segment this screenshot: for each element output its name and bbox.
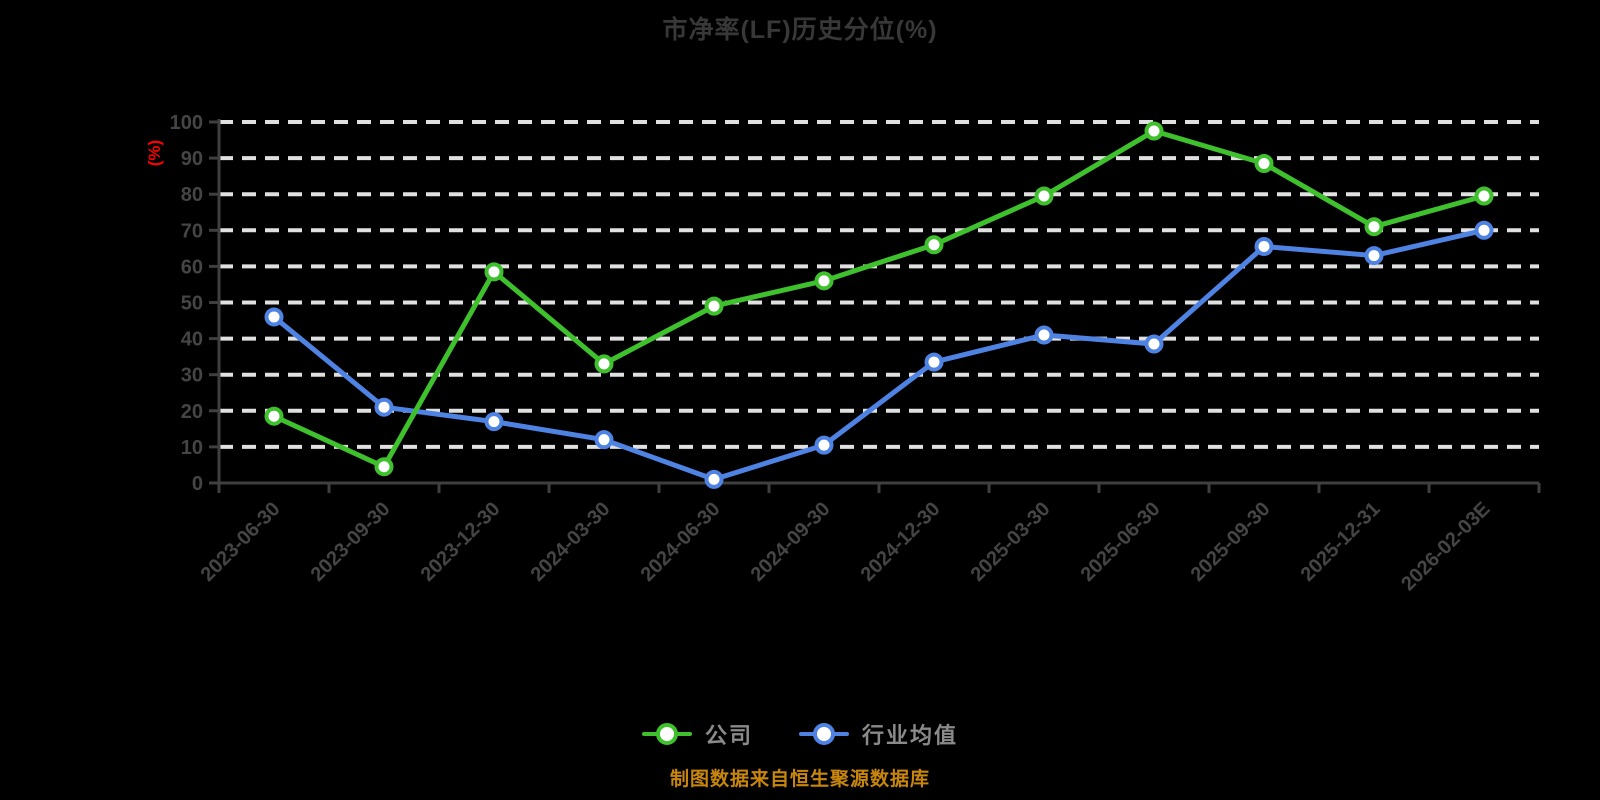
data-source-note: 制图数据来自恒生聚源数据库: [669, 769, 930, 790]
company-data-point-marker[interactable]: [1144, 121, 1164, 141]
y-axis-tick-label: 0: [192, 473, 203, 495]
x-axis-tick-label: 2025-09-30: [1187, 498, 1275, 586]
industry-data-point-marker[interactable]: [1364, 246, 1384, 266]
legend-label-company: 公司: [704, 723, 753, 748]
company-series-line: [271, 128, 1487, 470]
industry-data-point-marker[interactable]: [594, 430, 614, 450]
company-data-point-marker[interactable]: [484, 262, 504, 282]
company-data-point-marker[interactable]: [1034, 186, 1054, 206]
x-axis-tick-label: 2024-09-30: [747, 498, 835, 586]
x-axis-tick-label: 2025-12-31: [1297, 498, 1385, 586]
industry-series-line: [271, 227, 1487, 482]
industry-data-point-marker[interactable]: [704, 469, 724, 489]
company-series-marker-icon: [641, 722, 692, 746]
legend-item-company[interactable]: 公司: [641, 718, 753, 750]
y-axis-tick-label: 10: [181, 437, 203, 459]
y-axis-tick-label: 40: [181, 329, 203, 351]
x-axis-tick-label: 2023-09-30: [307, 498, 395, 586]
legend: 公司 行业均值: [0, 718, 1600, 750]
industry-data-point-marker[interactable]: [1034, 325, 1054, 345]
x-axis-tick-label: 2024-06-30: [637, 498, 725, 586]
x-axis-tick-label: 2025-06-30: [1077, 498, 1165, 586]
company-data-point-marker[interactable]: [264, 406, 284, 426]
x-axis-tick-label: 2023-06-30: [197, 498, 285, 586]
industry-data-point-marker[interactable]: [374, 397, 394, 417]
industry-data-point-marker[interactable]: [924, 352, 944, 372]
company-data-point-marker[interactable]: [1364, 217, 1384, 237]
x-axis-tick-label: 2023-12-30: [417, 498, 505, 586]
industry-data-point-marker[interactable]: [1474, 220, 1494, 240]
y-axis-tick-label: 30: [181, 365, 203, 387]
company-data-point-marker[interactable]: [1474, 186, 1494, 206]
industry-data-point-marker[interactable]: [264, 307, 284, 327]
company-data-point-marker[interactable]: [704, 296, 724, 316]
y-axis-tick-label: 100: [170, 112, 203, 134]
legend-label-industry-average: 行业均值: [862, 723, 959, 748]
industry-data-point-marker[interactable]: [484, 412, 504, 432]
company-data-point-marker[interactable]: [814, 271, 834, 291]
company-data-point-marker[interactable]: [924, 235, 944, 255]
chart-title: 市净率(LF)历史分位(%): [662, 16, 938, 44]
y-axis-tick-label: 80: [181, 184, 203, 206]
company-data-point-marker[interactable]: [1254, 154, 1274, 174]
y-axis-tick-label: 50: [181, 293, 203, 315]
x-axis-tick-label: 2024-12-30: [857, 498, 945, 586]
y-axis-tick-label: 20: [181, 401, 203, 423]
x-axis-tick-label: 2026-02-03E: [1397, 498, 1494, 595]
y-axis-tick-label: 70: [181, 220, 203, 242]
industry-data-point-marker[interactable]: [1254, 237, 1274, 257]
legend-item-industry-average[interactable]: 行业均值: [799, 718, 958, 750]
y-axis-tick-label: 90: [181, 148, 203, 170]
industry-data-point-marker[interactable]: [814, 435, 834, 455]
industry-data-point-marker[interactable]: [1144, 334, 1164, 354]
company-data-point-marker[interactable]: [374, 457, 394, 477]
company-data-point-marker[interactable]: [594, 354, 614, 374]
x-axis-tick-label: 2025-03-30: [967, 498, 1055, 586]
y-axis-tick-label: 60: [181, 256, 203, 278]
industry-series-marker-icon: [799, 722, 849, 746]
x-axis-tick-label: 2024-03-30: [527, 498, 615, 586]
